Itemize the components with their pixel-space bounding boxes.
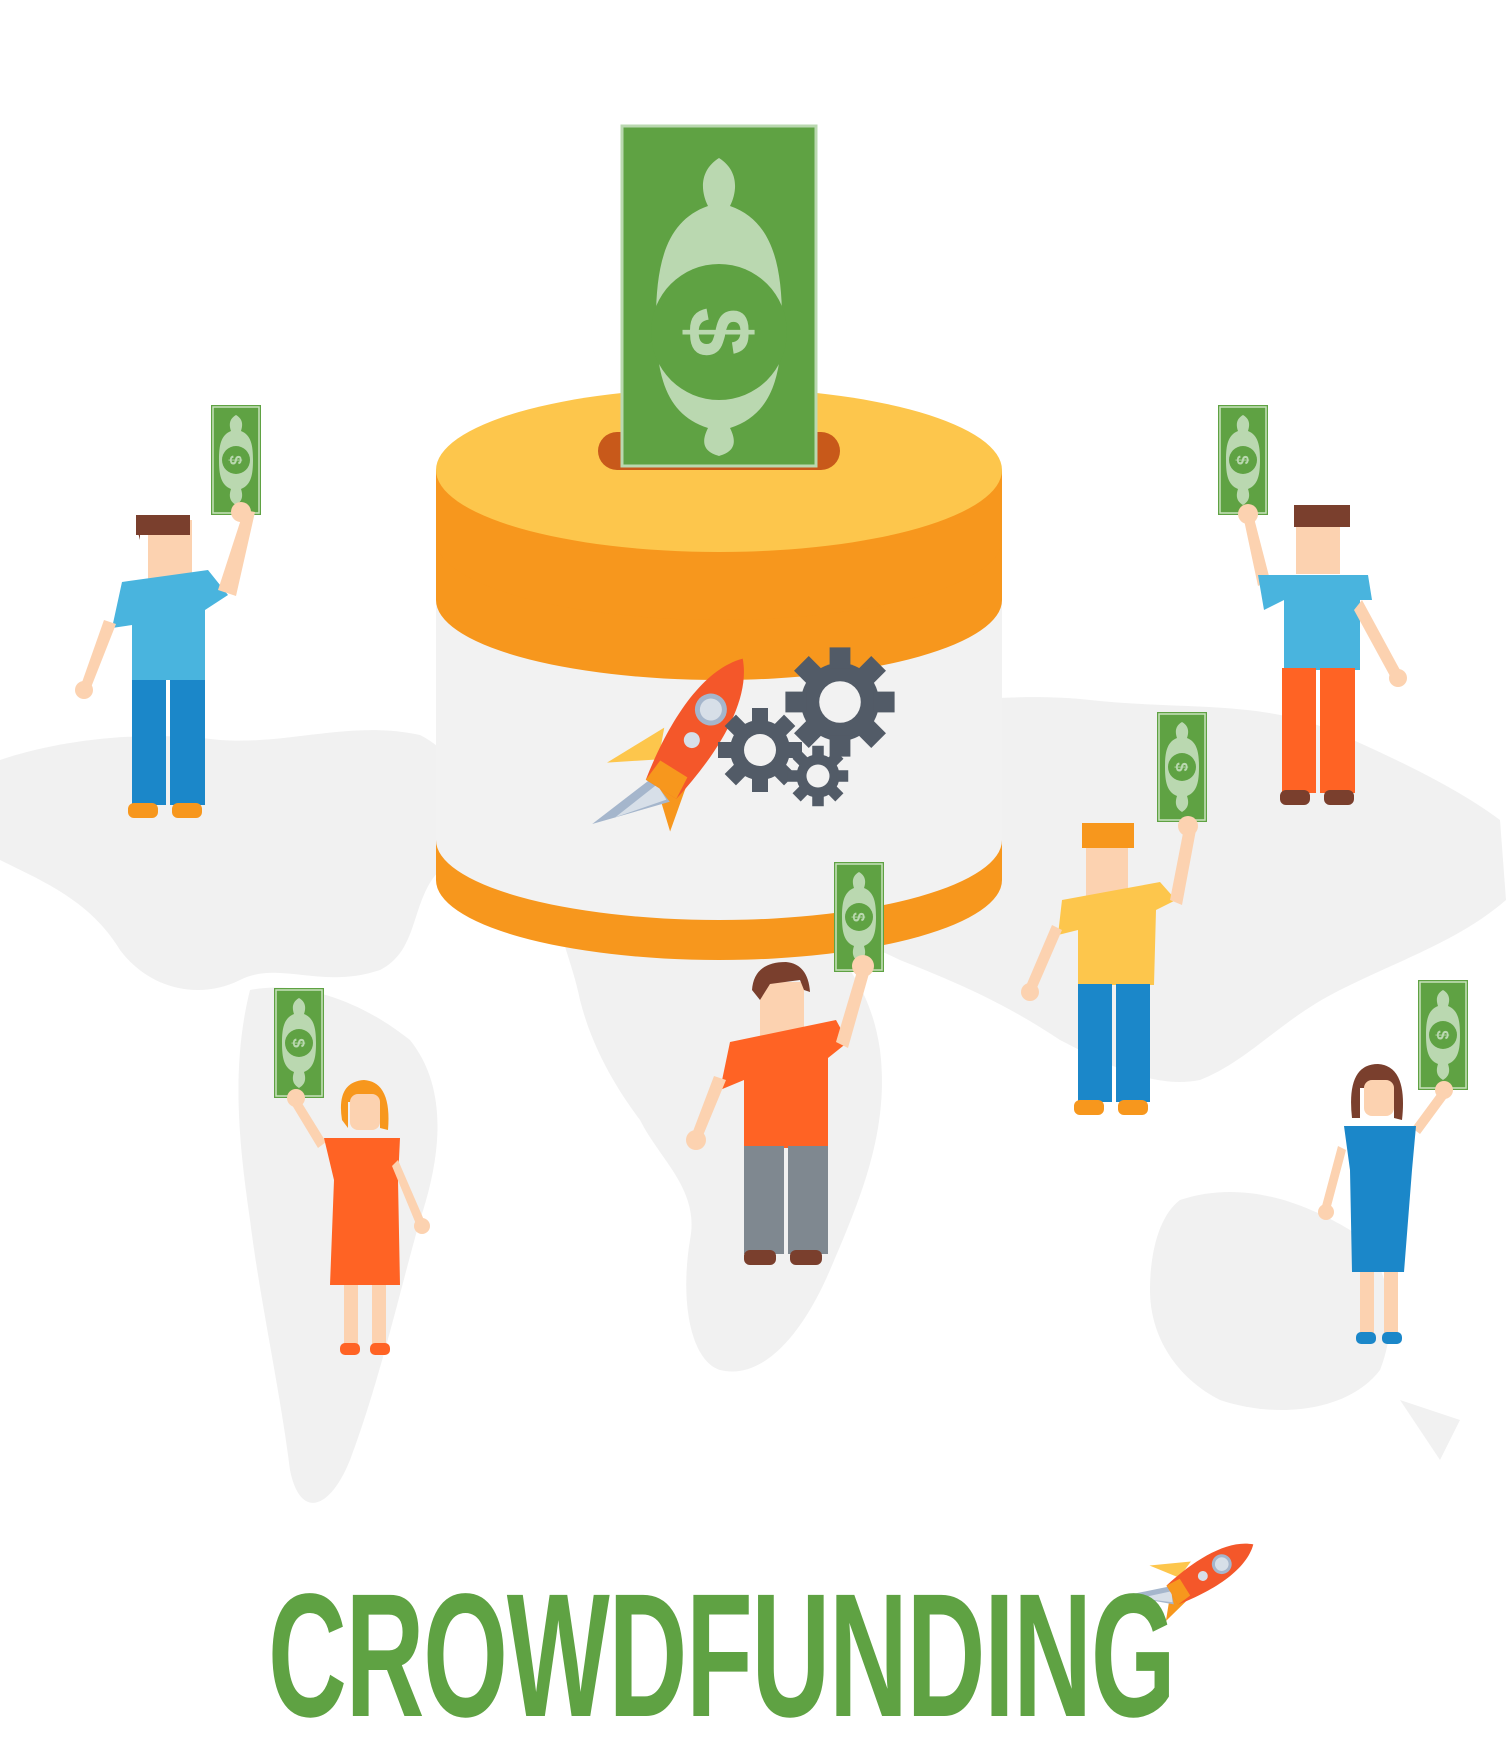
person-icon: [273, 987, 430, 1355]
person-icon: [1021, 711, 1208, 1115]
person-icon: [686, 861, 885, 1265]
dollar-bill-icon: $: [620, 124, 818, 468]
person-icon: [1318, 979, 1469, 1344]
person-icon: [1217, 404, 1407, 805]
page-title: CROWDFUNDING: [268, 1558, 1176, 1754]
person-icon: [75, 404, 262, 818]
svg-text:$: $: [670, 308, 769, 357]
donation-box-icon: [436, 388, 1002, 960]
